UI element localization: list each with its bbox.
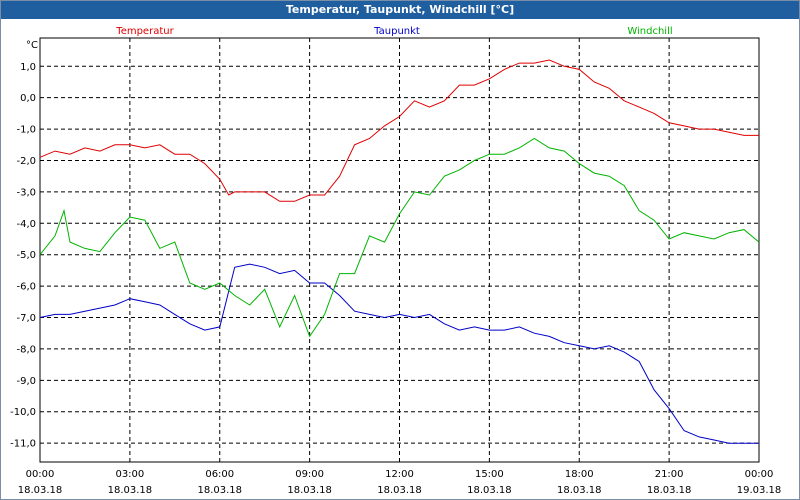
y-tick-label: 1,0 (20, 62, 36, 73)
plot-area (39, 37, 760, 463)
y-tick-label: 0,0 (20, 93, 36, 104)
x-tick-date: 18.03.18 (287, 485, 332, 496)
x-tick-date: 18.03.18 (108, 485, 153, 496)
legend-entry-temperatur: Temperatur (115, 26, 174, 37)
legend-entry-taupunkt: Taupunkt (373, 26, 420, 37)
y-tick-label: -8,0 (16, 344, 36, 355)
y-axis-label: °C (26, 40, 38, 51)
chart-title: Temperatur, Taupunkt, Windchill [°C] (1, 1, 799, 19)
series-line-taupunkt (39, 263, 759, 444)
y-tick-label: -11,0 (10, 439, 36, 450)
x-tick-time: 18:00 (565, 469, 594, 480)
series-line-temperatur (39, 59, 759, 202)
legend-entry-windchill: Windchill (627, 26, 672, 37)
y-tick-label: -7,0 (16, 313, 36, 324)
y-tick-label: -2,0 (16, 156, 36, 167)
x-tick-time: 09:00 (295, 469, 324, 480)
y-tick-label: -1,0 (16, 125, 36, 136)
x-tick-time: 03:00 (115, 469, 144, 480)
x-tick-time: 21:00 (655, 469, 684, 480)
x-tick-date: 18.03.18 (377, 485, 422, 496)
y-tick-label: -6,0 (16, 282, 36, 293)
x-tick-date: 18.03.18 (647, 485, 692, 496)
x-tick-date: 19.03.18 (737, 485, 782, 496)
x-tick-date: 18.03.18 (197, 485, 242, 496)
series-line-windchill (39, 137, 760, 338)
y-tick-label: -3,0 (16, 187, 36, 198)
x-tick-time: 00:00 (745, 469, 774, 480)
x-tick-time: 12:00 (385, 469, 414, 480)
x-tick-date: 18.03.18 (467, 485, 512, 496)
y-tick-label: -9,0 (16, 376, 36, 387)
x-tick-time: 15:00 (475, 469, 504, 480)
x-tick-time: 06:00 (205, 469, 234, 480)
x-tick-date: 18.03.18 (557, 485, 602, 496)
legend: Temperatur Taupunkt Windchill (115, 26, 672, 37)
series-lines (39, 59, 760, 444)
x-axis: 00:00 18.03.18 03:00 18.03.18 06:00 18.03.18 0… (18, 469, 782, 496)
y-tick-label: -4,0 (16, 219, 36, 230)
y-axis: 1,0 0,0 -1,0 -2,0 -3,0 -4,0 -5,0 -6,0 -7,0 -8,0 -9… (10, 62, 36, 450)
x-tick-date: 18.03.18 (18, 485, 63, 496)
x-tick-time: 00:00 (26, 469, 55, 480)
y-tick-label: -5,0 (16, 250, 36, 261)
y-tick-label: -10,0 (10, 407, 36, 418)
grid (40, 38, 759, 462)
